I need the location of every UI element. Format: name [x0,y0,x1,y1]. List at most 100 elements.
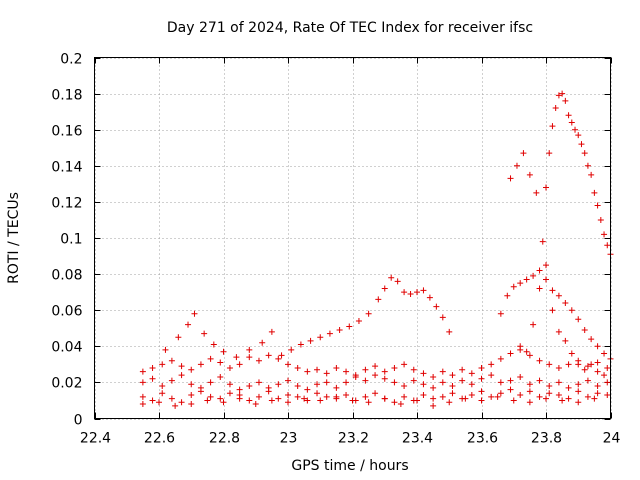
data-point [559,90,566,97]
data-point [581,366,588,373]
x-tick-label: 23.6 [467,431,498,447]
data-point [381,368,388,375]
data-point [555,364,562,371]
data-point [220,399,227,406]
data-point [414,289,420,296]
data-point [301,395,308,402]
data-point [526,399,533,406]
data-point [517,280,524,287]
data-point [543,184,549,191]
data-point [304,397,311,404]
data-point [420,287,427,294]
data-point [210,341,217,348]
data-point [365,399,372,406]
data-point [568,119,575,126]
data-point [285,392,291,399]
data-point [565,112,572,119]
data-point [555,292,562,299]
data-point [391,364,398,371]
data-point [233,354,240,361]
data-point [549,307,556,314]
data-point [526,171,533,178]
data-point [178,372,185,379]
series-track-4 [139,393,598,409]
data-point [314,381,321,388]
data-point [588,171,595,178]
data-point [497,390,504,397]
data-point [597,216,604,223]
data-point [217,359,224,366]
data-point [426,294,433,301]
series-track-7 [497,267,614,362]
data-point [468,392,475,399]
data-point [433,303,440,310]
data-point [562,337,569,344]
data-point [149,397,156,404]
data-point [510,283,517,290]
data-point [207,393,214,400]
data-point [430,402,437,409]
data-point [594,368,601,375]
data-point [546,390,553,397]
data-point [601,231,608,238]
data-point [236,395,243,402]
data-point [255,379,262,386]
y-tick-label: 0.08 [51,268,82,284]
data-point [401,393,408,400]
data-point [139,368,146,375]
data-point [349,397,356,404]
data-point [601,350,608,357]
data-point [188,392,195,399]
data-point [197,388,204,395]
data-point [575,361,582,368]
y-tick-label: 0.18 [51,88,82,104]
data-point [246,354,253,361]
data-point [156,399,162,406]
data-point [255,393,262,400]
grid-lines [94,57,612,420]
data-point [543,262,549,269]
data-point [568,307,575,314]
data-point [346,323,353,330]
data-point [265,352,272,359]
data-point [459,377,466,384]
data-point [459,366,466,373]
data-point [191,310,198,317]
data-point [397,401,404,408]
data-point [326,330,333,337]
data-point [188,381,195,388]
data-point [278,352,285,359]
data-point [391,379,398,386]
data-point [343,379,350,386]
data-point [217,373,224,380]
x-tick-label: 22.6 [144,431,175,447]
data-point [536,285,543,292]
data-point [430,373,437,380]
series-track-9 [517,262,608,379]
data-point [139,401,146,408]
data-point [446,399,453,406]
data-point [562,97,569,104]
data-point [546,150,553,157]
data-point [497,310,504,317]
data-point [355,318,362,325]
data-point [546,361,553,368]
series-track-5 [162,310,275,361]
series-track-2 [139,386,611,406]
data-point [381,395,388,402]
data-point [162,346,169,353]
data-point [523,276,530,283]
data-point [362,393,369,400]
data-point [307,337,314,344]
data-point [533,189,540,196]
data-point [575,388,582,395]
data-point [584,393,591,400]
data-point [604,392,611,399]
data-point [352,372,359,379]
data-point [420,370,427,377]
data-point [275,381,282,388]
data-point [204,397,211,404]
data-point [259,339,266,346]
data-point [372,390,379,397]
